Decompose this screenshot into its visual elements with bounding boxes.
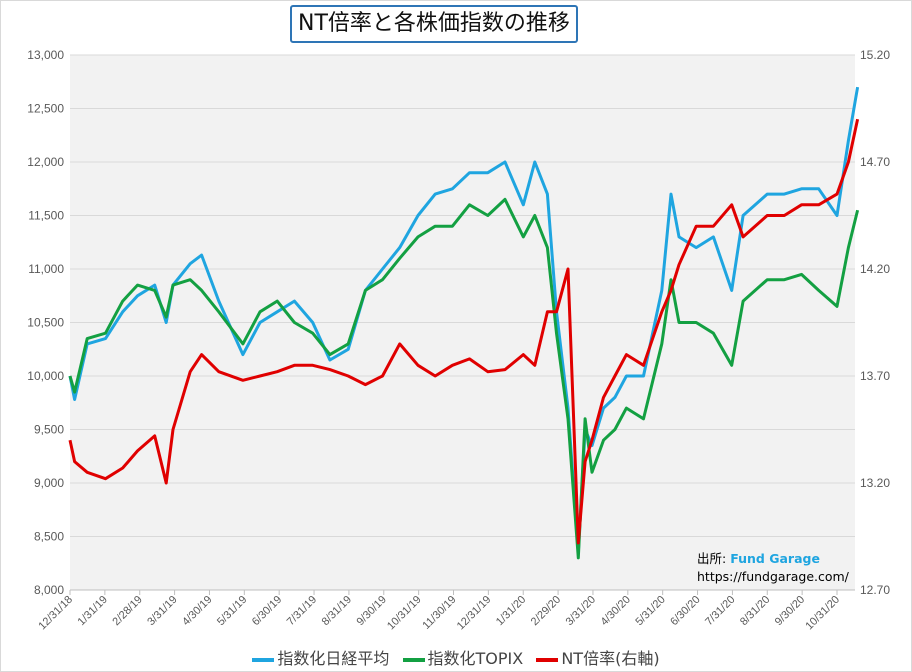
x-tick-label: 9/30/20 [773, 594, 807, 628]
y-left-tick-label: 12,500 [27, 102, 64, 116]
series-line-nt-ratio [68, 118, 860, 545]
series-line-topix [68, 197, 860, 560]
y-right-tick-label: 13.20 [860, 476, 890, 490]
y-left-tick-label: 13,000 [27, 48, 64, 62]
legend-swatch [252, 657, 275, 662]
y-right-tick-label: 14.70 [860, 155, 890, 169]
y-left-tick-label: 9,000 [34, 476, 64, 490]
chart-title: NT倍率と各株価指数の推移 [290, 5, 578, 43]
y-left-tick-label: 12,000 [27, 155, 64, 169]
legend: 指数化日経平均 指数化TOPIX NT倍率(右軸) [0, 645, 912, 669]
x-tick-label: 11/30/19 [420, 594, 458, 632]
x-tick-label: 7/31/19 [285, 594, 319, 628]
x-tick-label: 2/28/19 [110, 594, 144, 628]
y-left-tick-label: 8,000 [34, 583, 64, 597]
x-tick-label: 8/31/20 [738, 594, 772, 628]
x-tick-label: 1/31/19 [76, 594, 110, 628]
y-right-tick-label: 15.20 [860, 48, 890, 62]
legend-item-nikkei: 指数化日経平均 [252, 645, 389, 669]
series-line-nikkei [68, 86, 860, 554]
x-tick-label: 10/31/19 [385, 594, 424, 633]
legend-label: NT倍率(右軸) [561, 649, 660, 668]
y-right-tick-label: 13.70 [860, 369, 890, 383]
legend-item-topix: 指数化TOPIX [402, 645, 524, 669]
y-right-tick-label: 14.20 [860, 262, 890, 276]
x-tick-label: 12/31/18 [36, 594, 75, 633]
y-left-tick-label: 10,500 [27, 316, 64, 330]
y-left-tick-label: 8,500 [34, 530, 64, 544]
x-tick-label: 4/30/20 [599, 594, 633, 628]
x-tick-label: 1/31/20 [494, 594, 528, 628]
legend-swatch [536, 657, 559, 662]
x-tick-label: 3/31/20 [564, 594, 598, 628]
source-url: https://fundgarage.com/ [697, 569, 849, 584]
y-left-tick-label: 11,500 [28, 209, 64, 223]
legend-label: 指数化日経平均 [277, 649, 390, 668]
y-left-tick-label: 11,000 [28, 262, 64, 276]
x-tick-label: 3/31/19 [145, 594, 179, 628]
y-left-tick-label: 10,000 [27, 369, 64, 383]
x-tick-label: 10/31/20 [803, 594, 842, 633]
legend-label: 指数化TOPIX [427, 649, 524, 668]
x-tick-label: 12/31/19 [455, 594, 494, 633]
x-tick-label: 5/31/20 [633, 594, 667, 628]
x-tick-label: 5/31/19 [215, 594, 249, 628]
source-brand: Fund Garage [730, 551, 820, 566]
legend-item-nt-ratio: NT倍率(右軸) [536, 645, 660, 669]
x-tick-label: 2/29/20 [529, 594, 563, 628]
x-tick-label: 4/30/19 [180, 594, 214, 628]
x-tick-label: 9/30/19 [354, 594, 388, 628]
x-tick-label: 8/31/19 [320, 594, 354, 628]
y-right-tick-label: 12.70 [860, 583, 890, 597]
x-tick-label: 6/30/20 [668, 594, 702, 628]
x-tick-label: 7/31/20 [703, 594, 737, 628]
source-label: 出所: [697, 551, 727, 566]
x-tick-label: 6/30/19 [250, 594, 284, 628]
y-left-tick-label: 9,500 [34, 423, 64, 437]
source-note: 出所: Fund Garage https://fundgarage.com/ [697, 550, 849, 586]
legend-swatch [402, 657, 425, 662]
